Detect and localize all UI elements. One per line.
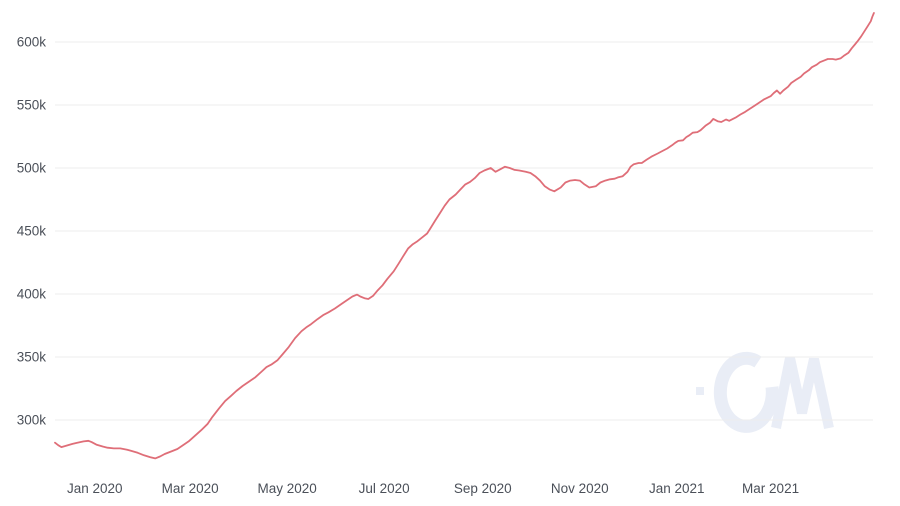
x-tick-label: Jul 2020 (359, 481, 410, 496)
y-tick-label: 400k (17, 287, 47, 302)
watermark-cm-logo (696, 351, 834, 433)
watermark-c-glyph (713, 351, 779, 433)
watermark-m-glyph (771, 356, 834, 430)
y-tick-label: 450k (17, 224, 47, 239)
x-tick-label: Jan 2020 (67, 481, 123, 496)
x-tick-label: Mar 2021 (742, 481, 799, 496)
y-tick-label: 500k (17, 161, 47, 176)
y-tick-label: 600k (17, 35, 47, 50)
watermark-dot (696, 387, 704, 395)
series-line (54, 12, 875, 460)
y-tick-label: 350k (17, 350, 47, 365)
x-tick-label: May 2020 (258, 481, 317, 496)
x-tick-label: Jan 2021 (649, 481, 705, 496)
x-tick-label: Nov 2020 (551, 481, 609, 496)
x-tick-label: Mar 2020 (162, 481, 219, 496)
y-tick-label: 300k (17, 413, 47, 428)
y-tick-label: 550k (17, 98, 47, 113)
x-tick-label: Sep 2020 (454, 481, 512, 496)
